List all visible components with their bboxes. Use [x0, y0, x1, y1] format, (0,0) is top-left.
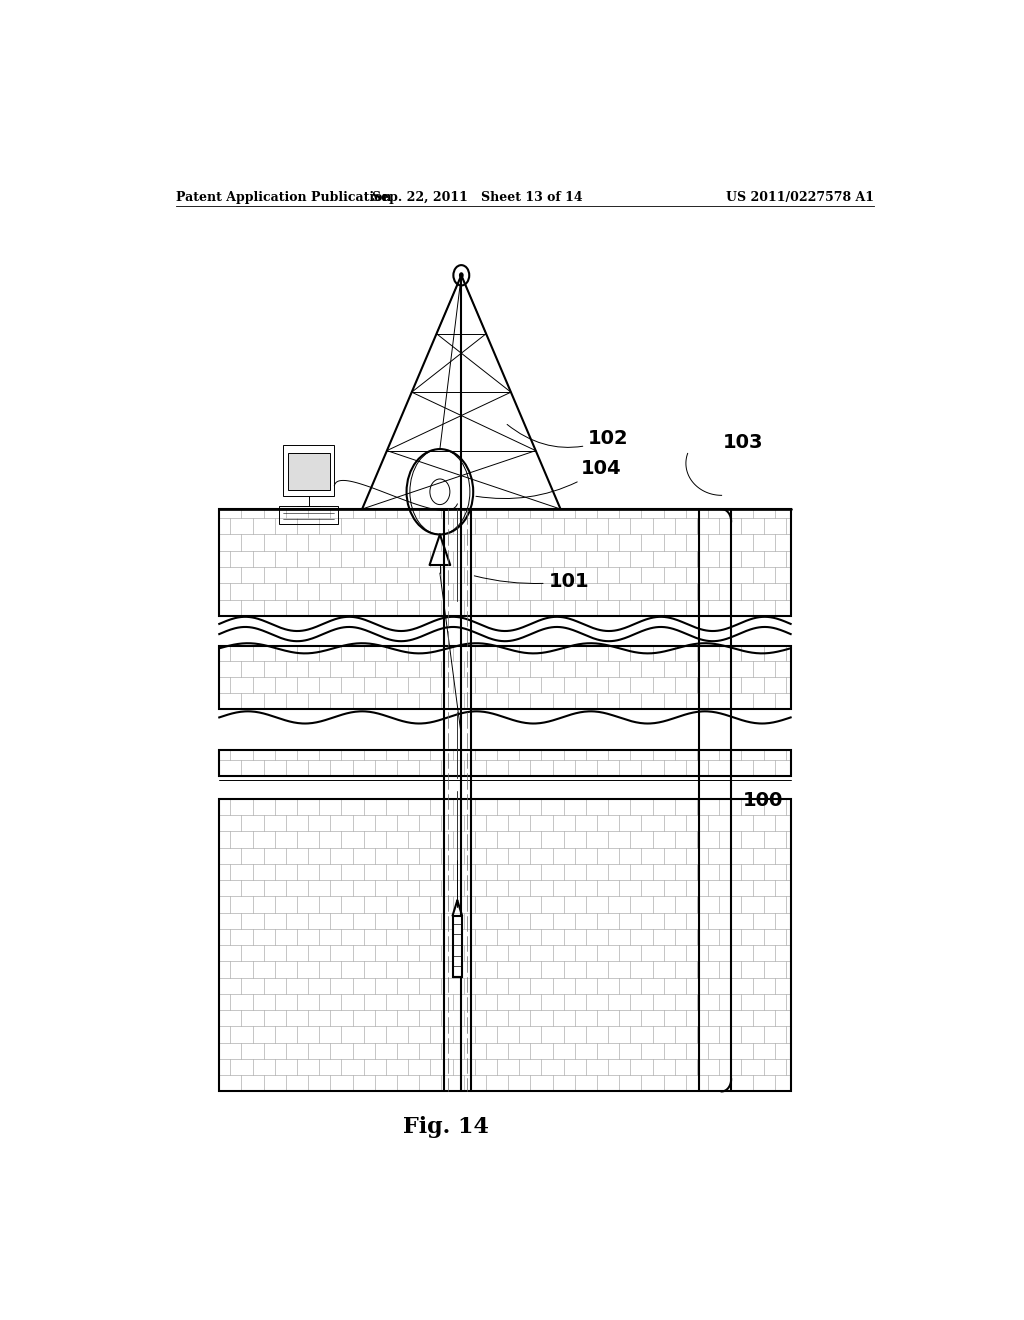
Bar: [219, 799, 791, 1092]
Bar: [219, 799, 791, 1092]
Text: 104: 104: [476, 459, 621, 499]
Bar: [219, 647, 791, 709]
Text: 100: 100: [743, 791, 783, 809]
Text: 101: 101: [474, 572, 589, 591]
Bar: [288, 453, 330, 490]
Bar: [219, 510, 791, 615]
Bar: [219, 647, 791, 709]
Bar: [219, 750, 791, 776]
Bar: [279, 506, 338, 524]
Text: 102: 102: [507, 425, 629, 449]
Text: Patent Application Publication: Patent Application Publication: [176, 191, 391, 203]
Bar: [453, 916, 462, 977]
Text: Fig. 14: Fig. 14: [402, 1117, 488, 1138]
Bar: [219, 510, 791, 615]
Text: Sep. 22, 2011   Sheet 13 of 14: Sep. 22, 2011 Sheet 13 of 14: [372, 191, 583, 203]
Circle shape: [459, 272, 464, 279]
Bar: [219, 750, 791, 776]
Text: US 2011/0227578 A1: US 2011/0227578 A1: [726, 191, 873, 203]
Text: 103: 103: [723, 433, 764, 453]
Bar: [283, 445, 334, 496]
